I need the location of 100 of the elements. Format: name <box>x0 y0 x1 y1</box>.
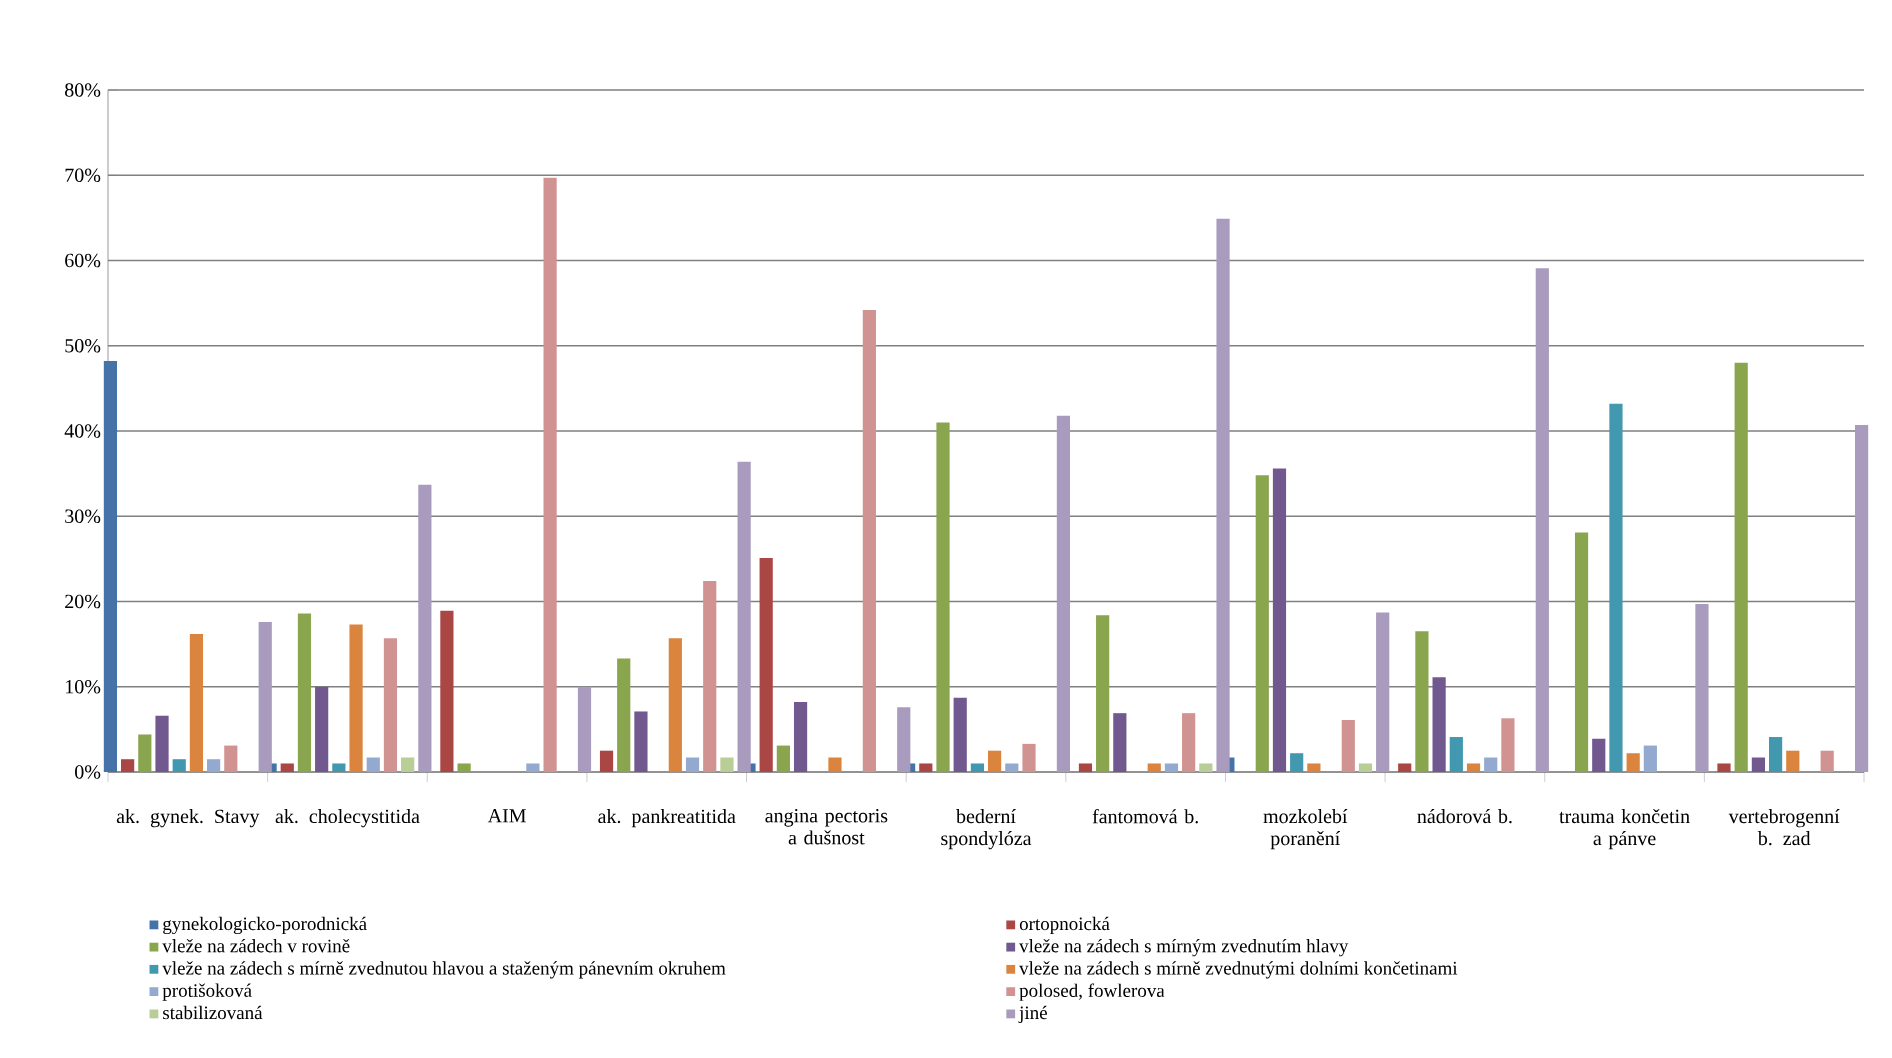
legend-label: polosed, fowlerova <box>1019 983 1165 1001</box>
bar <box>793 702 808 772</box>
x-tick-label: fantomová b. <box>1092 809 1198 824</box>
bar <box>1147 763 1161 772</box>
bar <box>224 745 238 772</box>
bar <box>172 759 186 772</box>
bar <box>897 707 911 772</box>
x-tick-label: bederní spondylóza <box>941 809 1032 850</box>
x-tick-label: ak. gynek. Stavy <box>116 809 260 828</box>
bar <box>988 750 1002 772</box>
y-tick-label: 60% <box>65 253 101 268</box>
y-tick-label: 50% <box>65 338 101 353</box>
bar <box>936 422 950 772</box>
bar <box>1820 750 1834 772</box>
y-tick-label: 40% <box>64 424 101 438</box>
legend-label: gynekologicko-porodnická <box>163 916 367 935</box>
bar <box>1609 403 1623 772</box>
legend-label: stabilizovaná <box>163 1005 263 1020</box>
bar <box>440 610 454 772</box>
bar <box>1307 763 1321 772</box>
legend-label: ortopnoická <box>1019 916 1110 935</box>
bar <box>1574 532 1589 772</box>
bar <box>759 558 773 772</box>
bar <box>103 361 118 772</box>
bar <box>138 734 152 772</box>
x-tick-label: angina pectoris a dušnost <box>765 809 888 845</box>
bar <box>1854 425 1869 772</box>
bar <box>543 177 557 772</box>
bar <box>1113 713 1127 772</box>
legend-label: protišoková <box>162 983 252 1001</box>
bar <box>720 757 734 772</box>
bar <box>1096 615 1110 772</box>
bar <box>577 686 592 772</box>
bar <box>776 745 790 772</box>
legend-label: vleže na zádech s mírně zvednutými dolními končetinami <box>1019 961 1458 979</box>
bar <box>1695 604 1709 772</box>
legend-label: vleže na zádech v rovině <box>162 938 350 953</box>
legend-label: jiné <box>1018 1005 1047 1024</box>
x-tick-label: ak. cholecystitida <box>275 809 420 828</box>
bar <box>1376 612 1390 772</box>
x-tick-label: nádorová b. <box>1417 809 1512 824</box>
bar <box>1398 763 1412 772</box>
bar <box>668 638 682 772</box>
bar <box>332 763 346 772</box>
bar <box>1466 763 1481 772</box>
x-tick-label: mozkolebí poranění <box>1263 809 1348 850</box>
bar <box>599 750 614 772</box>
bar <box>121 759 135 772</box>
y-tick-label: 0% <box>75 765 101 779</box>
bar <box>207 759 221 772</box>
bar <box>1272 468 1287 772</box>
bar <box>315 686 329 772</box>
x-tick-label: trauma končetin a pánve <box>1559 809 1690 850</box>
bar <box>1717 763 1731 772</box>
bar <box>258 621 272 772</box>
bar <box>297 613 312 772</box>
legend-label: vleže na zádech s mírně zvednutou hlavou a staženým pánevním okruhem <box>162 961 726 979</box>
bar <box>1501 718 1515 772</box>
bar <box>703 581 717 772</box>
bar <box>1056 415 1071 772</box>
bar <box>1415 631 1429 772</box>
bar <box>1734 362 1748 772</box>
y-tick-label: 10% <box>66 679 101 694</box>
legend-label: vleže na zádech s mírným zvednutím hlavy <box>1019 938 1349 957</box>
y-tick-label: 70% <box>65 168 101 183</box>
bar <box>1449 737 1463 772</box>
x-tick-label: vertebrogenní b. zad <box>1728 809 1840 846</box>
bar <box>1005 763 1019 772</box>
bar <box>418 484 432 772</box>
bar <box>1768 737 1783 772</box>
y-tick-label: 20% <box>65 594 101 609</box>
bar <box>1290 753 1304 772</box>
bar <box>1484 757 1498 772</box>
bar <box>1358 763 1373 772</box>
bar <box>617 658 631 772</box>
bar <box>401 757 415 772</box>
bar <box>685 757 700 772</box>
y-tick-label: 80% <box>65 83 101 97</box>
bar <box>1255 475 1269 772</box>
bar <box>155 715 169 772</box>
bar <box>1592 738 1606 772</box>
bar <box>1751 757 1765 772</box>
bar <box>280 763 294 772</box>
bar <box>953 697 967 772</box>
bar <box>1216 218 1230 772</box>
bar <box>349 624 363 772</box>
bar <box>366 757 380 772</box>
bar <box>457 763 471 772</box>
bar <box>1786 750 1800 772</box>
bar <box>970 763 985 772</box>
bar <box>526 763 540 772</box>
bar <box>1164 763 1179 772</box>
bar <box>1432 677 1446 772</box>
bar <box>383 638 398 772</box>
bar <box>919 763 933 772</box>
bar <box>1078 763 1093 772</box>
bar <box>189 633 204 772</box>
bar <box>1182 713 1196 772</box>
bar <box>1626 753 1640 772</box>
bar <box>737 461 751 772</box>
